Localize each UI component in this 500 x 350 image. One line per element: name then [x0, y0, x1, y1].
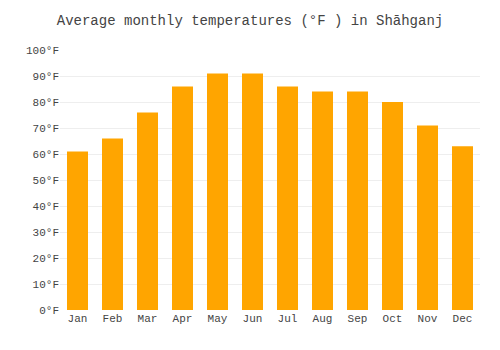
- svg-text:Apr: Apr: [173, 313, 193, 325]
- svg-text:Dec: Dec: [453, 313, 473, 325]
- svg-text:70°F: 70°F: [33, 123, 59, 135]
- svg-text:30°F: 30°F: [33, 227, 59, 239]
- svg-text:20°F: 20°F: [33, 253, 59, 265]
- svg-text:Nov: Nov: [418, 313, 438, 325]
- svg-text:50°F: 50°F: [33, 175, 59, 187]
- svg-text:40°F: 40°F: [33, 201, 59, 213]
- svg-text:Oct: Oct: [383, 313, 403, 325]
- svg-text:10°F: 10°F: [33, 279, 59, 291]
- svg-text:Feb: Feb: [103, 313, 123, 325]
- svg-text:Average monthly temperatures (: Average monthly temperatures (°F ) in Sh…: [57, 13, 443, 29]
- svg-text:Aug: Aug: [313, 313, 333, 325]
- svg-text:Sep: Sep: [348, 313, 368, 325]
- svg-text:May: May: [208, 313, 228, 325]
- svg-text:100°F: 100°F: [26, 45, 59, 57]
- svg-text:80°F: 80°F: [33, 97, 59, 109]
- svg-text:60°F: 60°F: [33, 149, 59, 161]
- svg-text:Jun: Jun: [243, 313, 263, 325]
- svg-text:Jan: Jan: [68, 313, 88, 325]
- svg-text:0°F: 0°F: [39, 305, 59, 317]
- svg-text:Mar: Mar: [138, 313, 158, 325]
- svg-text:90°F: 90°F: [33, 71, 59, 83]
- svg-text:Jul: Jul: [278, 313, 298, 325]
